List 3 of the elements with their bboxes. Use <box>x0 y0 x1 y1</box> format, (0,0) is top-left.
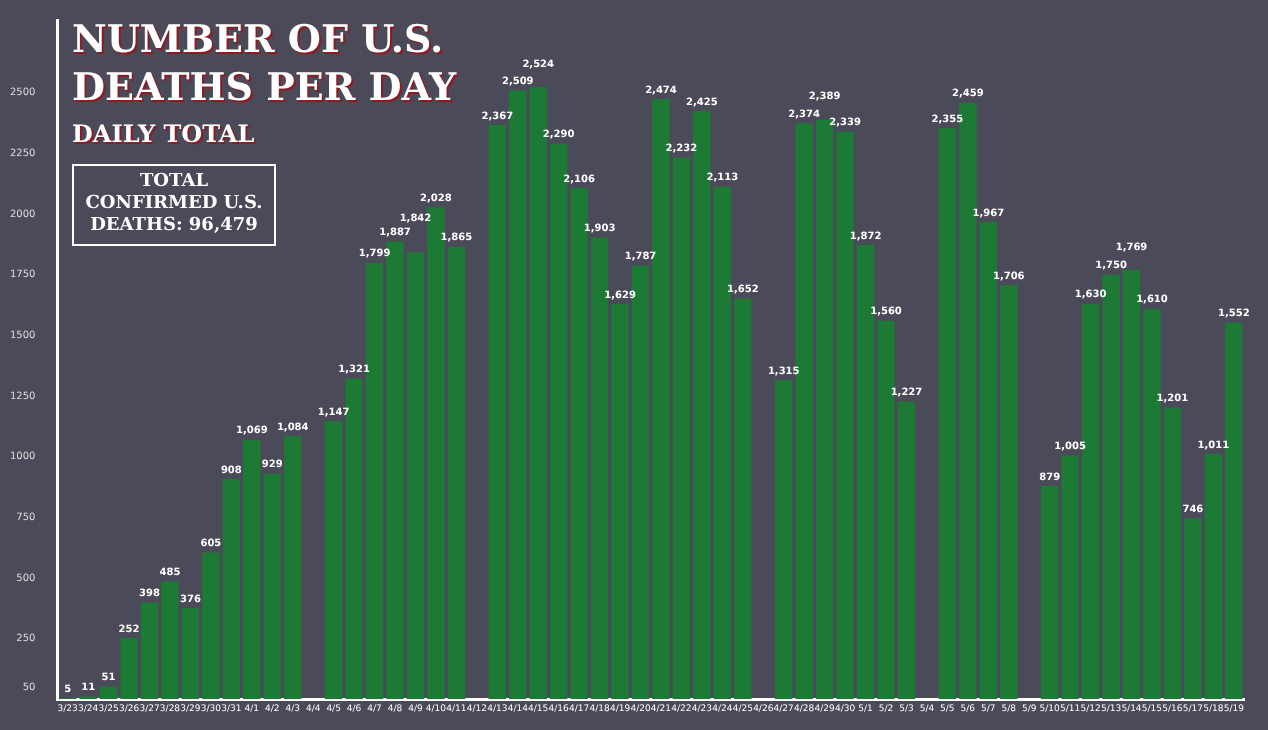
text: DAILY TOTAL <box>72 120 255 148</box>
text: NUMBER OF U.S. DEATHS PER DAY <box>72 16 459 112</box>
annotation: TOTAL CONFIRMED U.S. DEATHS: 96,479 <box>72 164 276 246</box>
